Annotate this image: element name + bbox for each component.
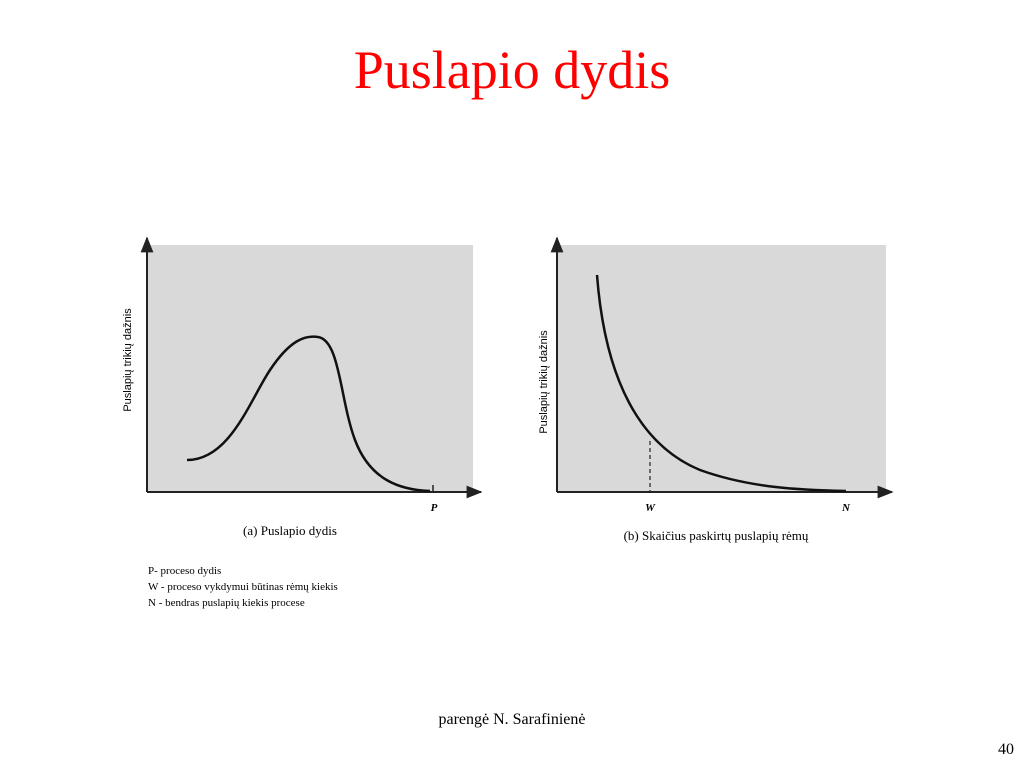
note: W - proceso vykdymui būtinas rėmų kiekis — [148, 581, 338, 593]
y-axis-label: Puslapių trikių dažnis — [122, 308, 134, 412]
caption: (b) Skaičius paskirtų puslapių rėmų — [624, 528, 809, 543]
x-label: N — [841, 502, 851, 514]
plot-area — [557, 245, 886, 492]
note: N - bendras puslapių kiekis procese — [148, 597, 305, 609]
footer: parengė N. Sarafinienė — [438, 711, 585, 728]
panel-b: W N Puslapių trikių dažnis (b) Skaičius … — [538, 236, 894, 543]
page-number: 40 — [998, 741, 1014, 758]
caption: (a) Puslapio dydis — [243, 523, 337, 538]
x-label: W — [645, 502, 656, 514]
note: P- proceso dydis — [148, 565, 221, 577]
plot-area — [147, 245, 473, 492]
panel-a: P Puslapių trikių dažnis (a) Puslapio dy… — [122, 236, 483, 538]
slide-title: Puslapio dydis — [354, 40, 671, 100]
y-axis-label: Puslapių trikių dažnis — [538, 330, 550, 434]
x-label: P — [431, 502, 438, 514]
curve — [186, 335, 431, 493]
curve — [595, 274, 847, 493]
